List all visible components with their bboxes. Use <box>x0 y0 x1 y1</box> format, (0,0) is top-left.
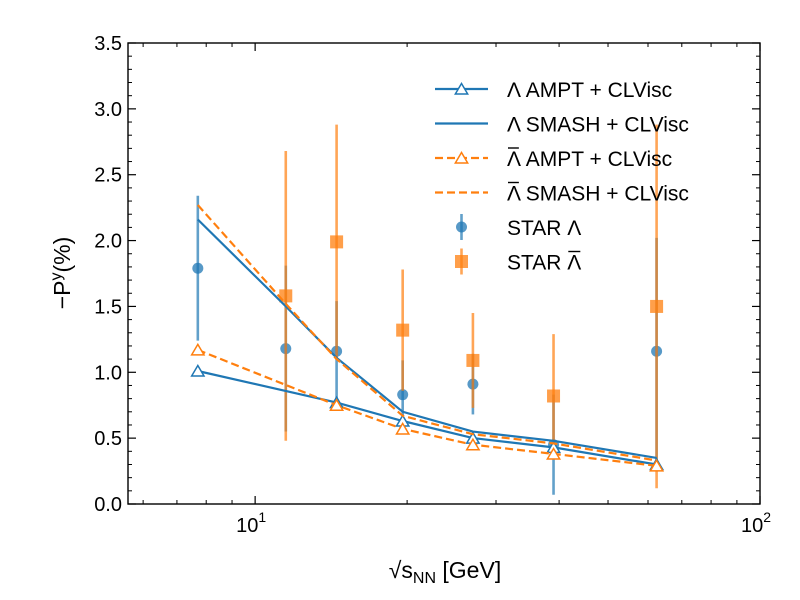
x-tick-base: 10 <box>236 515 258 537</box>
series-3 <box>196 204 657 462</box>
legend-label: Λ SMASH + CLVisc <box>507 183 689 206</box>
series-5-point <box>650 299 664 313</box>
legend-rest: AMPT + CLVisc <box>520 148 672 171</box>
series-1-line <box>197 218 657 459</box>
series-5-point <box>547 389 561 403</box>
legend-rest: SMASH + CLVisc <box>520 114 689 137</box>
y-tick-label: 3.0 <box>94 99 122 121</box>
y-axis-label-rest: (%) <box>49 237 75 273</box>
legend-symbol: Λ <box>507 148 521 171</box>
series-0-point <box>190 363 206 377</box>
y-tick-label: 3.5 <box>94 33 122 55</box>
x-axis-label-s: s <box>401 557 413 583</box>
x-tick-base: 10 <box>741 515 763 537</box>
x-tick-label: 101 <box>236 509 266 537</box>
legend-symbol: Λ <box>507 183 521 206</box>
y-tick-label: 0.0 <box>94 494 122 516</box>
y-axis-label-minus: −P <box>49 281 75 310</box>
x-axis-label: √sNN [GeV] <box>389 557 501 587</box>
legend-label: STAR Λ <box>507 217 581 240</box>
legend-rest: AMPT + CLVisc <box>520 79 672 102</box>
x-axis-label-radical: √ <box>389 557 402 583</box>
legend-entry-2: Λ AMPT + CLVisc <box>435 147 672 171</box>
series-0-line <box>197 369 657 466</box>
y-axis-label-sup: y <box>48 273 65 281</box>
legend-marker <box>456 221 467 233</box>
series-2-point <box>395 421 411 435</box>
y-tick-label: 0.5 <box>94 428 122 450</box>
series-4-point <box>397 389 409 401</box>
x-tick-label: 102 <box>741 509 771 537</box>
legend-marker <box>455 255 468 268</box>
y-axis-label: −Py(%) <box>48 237 75 310</box>
series-5 <box>279 124 664 489</box>
y-tick-label: 2.0 <box>94 231 122 253</box>
legend-prefix: STAR <box>507 217 567 240</box>
series-2-point <box>649 458 665 472</box>
legend-prefix: STAR <box>507 252 567 275</box>
series-2-point <box>546 446 562 460</box>
series-0 <box>190 363 665 471</box>
legend-entry-4: STAR Λ <box>456 214 581 240</box>
legend-symbol: Λ <box>507 114 521 137</box>
series-2 <box>190 342 665 472</box>
series-2-point <box>465 437 481 451</box>
legend-marker <box>454 82 469 95</box>
y-tick-label: 2.5 <box>94 165 122 187</box>
plot-frame <box>127 42 761 505</box>
series-3-line <box>196 204 657 462</box>
series-2-line <box>197 348 657 467</box>
y-tick-label: 1.5 <box>94 296 122 318</box>
y-tick-label: 1.0 <box>94 362 122 384</box>
legend-label: Λ AMPT + CLVisc <box>507 79 672 102</box>
legend-label: Λ AMPT + CLVisc <box>507 148 672 171</box>
series-2-point <box>329 398 345 411</box>
legend-symbol: Λ <box>567 252 581 275</box>
legend-entry-1: Λ SMASH + CLVisc <box>435 114 689 137</box>
series-5-point <box>396 323 410 337</box>
legend-entry-5: STAR Λ <box>455 248 581 275</box>
legend-symbol: Λ <box>507 79 521 102</box>
x-axis-label-unit: [GeV] <box>436 557 501 583</box>
series-1 <box>197 218 657 459</box>
legend-entry-0: Λ AMPT + CLVisc <box>435 79 672 102</box>
legend-marker <box>454 151 469 164</box>
x-axis-label-sub: NN <box>413 570 436 587</box>
legend-rest: SMASH + CLVisc <box>520 183 689 206</box>
series-layer <box>190 124 665 495</box>
series-4-point <box>192 262 204 274</box>
series-5-point <box>466 353 480 367</box>
legend-label: Λ SMASH + CLVisc <box>507 114 689 137</box>
series-5-point <box>330 235 344 249</box>
series-2-point <box>190 342 206 356</box>
x-tick-exp: 1 <box>258 509 266 525</box>
legend-label: STAR Λ <box>507 252 581 275</box>
legend-entry-3: Λ SMASH + CLVisc <box>435 181 689 206</box>
plot-area <box>190 124 665 495</box>
legend-symbol: Λ <box>567 217 581 240</box>
x-tick-exp: 2 <box>763 509 771 525</box>
